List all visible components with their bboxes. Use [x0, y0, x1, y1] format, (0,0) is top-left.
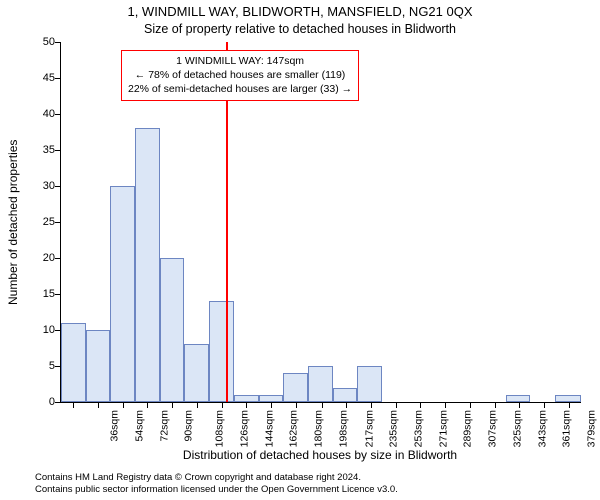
y-tick-label: 45 [43, 72, 55, 84]
histogram-bar [234, 395, 259, 402]
x-tick [519, 402, 520, 408]
y-tick [55, 186, 61, 187]
x-tick-label: 325sqm [511, 410, 523, 447]
x-tick-label: 162sqm [288, 410, 300, 447]
y-tick [55, 78, 61, 79]
x-tick [346, 402, 347, 408]
x-axis-label: Distribution of detached houses by size … [60, 448, 580, 462]
x-tick-label: 379sqm [585, 410, 597, 447]
footer: Contains HM Land Registry data © Crown c… [35, 472, 595, 496]
plot-area: 0510152025303540455036sqm54sqm72sqm90sqm… [60, 42, 581, 403]
x-tick-label: 307sqm [487, 410, 499, 447]
x-tick-label: 144sqm [263, 410, 275, 447]
legend-line2: ← 78% of detached houses are smaller (11… [128, 68, 352, 82]
histogram-bar [357, 366, 382, 402]
x-tick [495, 402, 496, 408]
x-tick [172, 402, 173, 408]
y-tick-label: 50 [43, 36, 55, 48]
x-tick-label: 180sqm [312, 410, 324, 447]
y-axis-label: Number of detached properties [6, 42, 22, 402]
histogram-bar [506, 395, 531, 402]
chart-title: 1, WINDMILL WAY, BLIDWORTH, MANSFIELD, N… [0, 4, 600, 19]
x-tick [445, 402, 446, 408]
histogram-bar [209, 301, 234, 402]
histogram-bar [283, 373, 308, 402]
legend-line1: 1 WINDMILL WAY: 147sqm [128, 54, 352, 68]
y-tick-label: 0 [49, 396, 55, 408]
x-tick [73, 402, 74, 408]
y-tick-label: 15 [43, 288, 55, 300]
x-tick-label: 343sqm [536, 410, 548, 447]
legend-box: 1 WINDMILL WAY: 147sqm← 78% of detached … [121, 50, 359, 101]
x-tick [197, 402, 198, 408]
y-tick-label: 25 [43, 216, 55, 228]
y-tick [55, 258, 61, 259]
histogram-bar [135, 128, 160, 402]
histogram-bar [61, 323, 86, 402]
footer-line-1: Contains HM Land Registry data © Crown c… [35, 472, 595, 484]
histogram-bar [160, 258, 185, 402]
x-tick [322, 402, 323, 408]
x-tick-label: 72sqm [158, 410, 170, 442]
y-tick-label: 40 [43, 108, 55, 120]
x-tick-label: 90sqm [183, 410, 195, 442]
y-tick [55, 114, 61, 115]
x-tick [420, 402, 421, 408]
y-tick-label: 35 [43, 144, 55, 156]
histogram-bar [110, 186, 135, 402]
x-tick-label: 289sqm [462, 410, 474, 447]
histogram-bar [259, 395, 284, 402]
y-tick [55, 402, 61, 403]
y-tick-label: 10 [43, 324, 55, 336]
x-tick [569, 402, 570, 408]
x-tick-label: 235sqm [388, 410, 400, 447]
chart-subtitle: Size of property relative to detached ho… [0, 22, 600, 36]
y-tick-label: 5 [49, 360, 55, 372]
x-tick-label: 198sqm [337, 410, 349, 447]
x-tick [396, 402, 397, 408]
histogram-bar [333, 388, 358, 402]
y-tick-label: 30 [43, 180, 55, 192]
x-tick-label: 108sqm [213, 410, 225, 447]
x-tick [371, 402, 372, 408]
x-tick-label: 271sqm [437, 410, 449, 447]
x-tick [271, 402, 272, 408]
histogram-bar [86, 330, 111, 402]
histogram-bar [184, 344, 209, 402]
y-tick [55, 150, 61, 151]
x-tick [98, 402, 99, 408]
x-tick [123, 402, 124, 408]
y-tick [55, 42, 61, 43]
x-tick [246, 402, 247, 408]
x-tick [147, 402, 148, 408]
histogram-bar [308, 366, 333, 402]
chart-container: 1, WINDMILL WAY, BLIDWORTH, MANSFIELD, N… [0, 0, 600, 500]
x-tick [544, 402, 545, 408]
histogram-bar [555, 395, 581, 402]
x-tick [222, 402, 223, 408]
x-tick [470, 402, 471, 408]
x-tick-label: 36sqm [109, 410, 121, 442]
x-tick-label: 253sqm [412, 410, 424, 447]
x-tick-label: 54sqm [134, 410, 146, 442]
y-tick-label: 20 [43, 252, 55, 264]
x-tick [296, 402, 297, 408]
x-tick-label: 217sqm [363, 410, 375, 447]
x-tick-label: 126sqm [238, 410, 250, 447]
y-tick [55, 222, 61, 223]
x-tick-label: 361sqm [561, 410, 573, 447]
legend-line3: 22% of semi-detached houses are larger (… [128, 82, 352, 96]
footer-line-2: Contains public sector information licen… [35, 484, 595, 496]
y-tick [55, 294, 61, 295]
